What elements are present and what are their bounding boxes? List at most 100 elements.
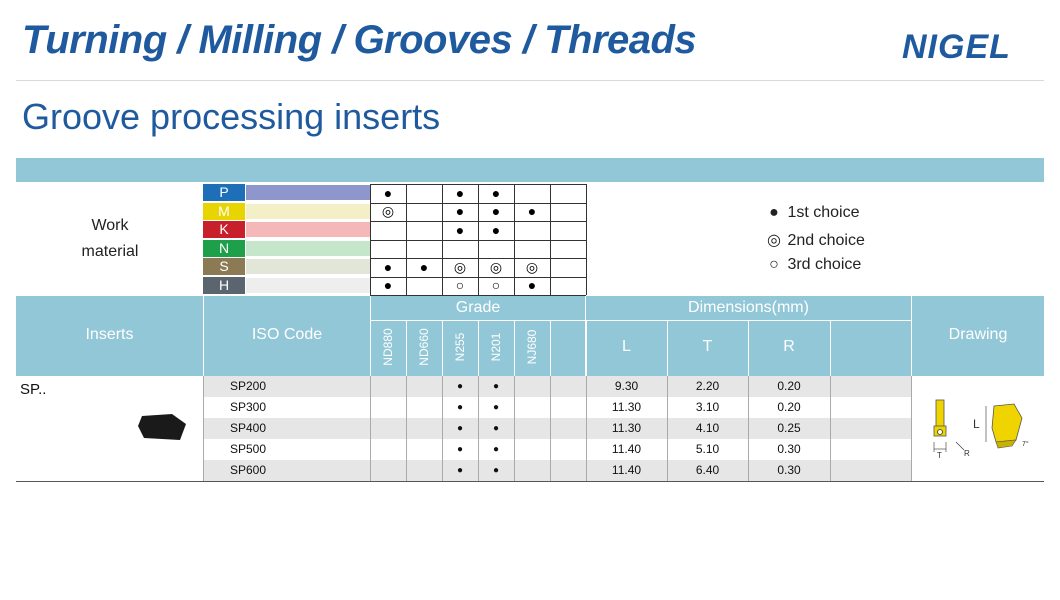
header-divider-line — [371, 320, 911, 321]
header-divider-line — [830, 320, 831, 376]
table-grid-line — [406, 376, 407, 481]
grade-mark-cell — [370, 418, 406, 439]
grade-mark-cell — [370, 376, 406, 397]
grade-header-nd660: ND660 — [417, 328, 431, 366]
material-mark: ● — [527, 203, 537, 219]
material-letter: N — [203, 239, 245, 257]
legend-item-2nd: ◎ 2nd choice — [765, 230, 865, 250]
col-header-dimensions: Dimensions(mm) — [688, 299, 809, 316]
grade-mark-cell — [406, 397, 442, 418]
header-divider-line — [667, 320, 668, 376]
table-grid-line — [911, 376, 912, 481]
dim-cell-r: 0.20 — [777, 400, 801, 414]
table-grid-line — [550, 376, 551, 481]
grade-header-n255: N255 — [453, 332, 467, 362]
material-letter: P — [203, 184, 245, 201]
col-header-grade: Grade — [455, 299, 501, 316]
table-grid-line — [478, 376, 479, 481]
grade-mark-cell — [370, 439, 406, 460]
material-mark: ◎ — [525, 258, 539, 275]
work-material-label-line1: Work — [91, 217, 129, 234]
legend-item-1st: ● 1st choice — [765, 204, 860, 222]
insert-family-label: SP.. — [20, 381, 47, 398]
table-grid-line — [586, 376, 587, 481]
material-mark: ● — [419, 258, 429, 275]
grade-mark-cell — [514, 397, 550, 418]
header-divider-line — [550, 320, 551, 376]
grade-mark-cell — [514, 418, 550, 439]
material-mark: ○ — [491, 277, 501, 293]
table-row: SP300 ● ● 11.30 3.10 0.20 — [203, 397, 911, 418]
dim-header-r: R — [783, 338, 795, 355]
material-color-bar — [246, 259, 370, 274]
dim-cell-t: 5.10 — [695, 442, 720, 456]
grade-mark-cell — [406, 439, 442, 460]
grade-mark-cell — [370, 397, 406, 418]
dim-cell-t: 3.10 — [695, 400, 720, 414]
table-row: SP400 ● ● 11.30 4.10 0.25 — [203, 418, 911, 439]
header-divider-line — [370, 296, 371, 376]
material-mark: ● — [383, 258, 393, 275]
legend-label: 2nd choice — [787, 232, 865, 249]
dim-cell-l: 11.30 — [611, 400, 642, 414]
dim-cell-r: 0.25 — [777, 421, 801, 435]
matrix-grid-line — [370, 184, 371, 295]
dim-cell-l: 11.30 — [611, 421, 642, 435]
work-material-label-line2: material — [81, 243, 139, 260]
matrix-grid-line — [442, 184, 443, 295]
grade-mark-cell — [550, 460, 586, 481]
table-row: SP600 ● ● 11.40 6.40 0.30 — [203, 460, 911, 481]
header-divider-line — [406, 320, 407, 376]
grade-mark-cell — [550, 418, 586, 439]
material-row-p: P — [203, 184, 370, 201]
grade-header-nd880: ND880 — [381, 328, 395, 366]
material-letter: H — [203, 276, 245, 294]
material-mark: ● — [383, 184, 393, 201]
iso-code-cell: SP500 — [229, 442, 267, 456]
legend-item-3rd: ○ 3rd choice — [765, 256, 861, 274]
material-color-bar — [246, 222, 370, 237]
material-color-bar — [246, 203, 370, 219]
col-header-iso-code: ISO Code — [251, 326, 323, 343]
grade-mark-cell — [406, 376, 442, 397]
insert-image — [138, 414, 186, 440]
material-mark: ◎ — [381, 203, 395, 219]
grade-mark-cell — [550, 439, 586, 460]
legend-label: 1st choice — [787, 204, 860, 221]
material-mark: ◎ — [489, 258, 503, 275]
grade-mark-cell: ● — [492, 444, 500, 455]
drawing-label-angle: 7° — [1022, 440, 1029, 448]
iso-code-cell: SP400 — [229, 421, 267, 435]
grade-mark-cell: ● — [456, 444, 464, 455]
material-letter: M — [203, 202, 245, 220]
iso-code-cell: SP200 — [229, 379, 267, 393]
table-top-band — [16, 158, 1044, 182]
matrix-grid-line — [370, 295, 586, 296]
material-mark: ● — [455, 221, 465, 238]
material-row-n: N — [203, 239, 370, 257]
header-divider — [16, 80, 1044, 81]
grade-header-n201: N201 — [489, 332, 503, 362]
material-mark: ● — [527, 277, 537, 293]
grade-mark-cell: ● — [492, 402, 500, 413]
header-divider-line — [203, 296, 204, 376]
table-row: SP500 ● ● 11.40 5.10 0.30 — [203, 439, 911, 460]
dim-header-t: T — [702, 338, 713, 355]
drawing-label-l: L — [973, 417, 980, 431]
dim-cell-r: 0.30 — [777, 463, 801, 477]
material-row-k: K — [203, 221, 370, 238]
dim-header-l: L — [622, 338, 631, 355]
material-mark: ● — [455, 184, 465, 201]
header-divider-line — [586, 320, 587, 376]
material-mark: ● — [491, 221, 501, 238]
matrix-grid-line — [406, 184, 407, 295]
material-mark: ○ — [455, 277, 465, 293]
grade-mark-cell — [514, 376, 550, 397]
material-row-m: M — [203, 202, 370, 220]
dim-cell-r: 0.30 — [777, 442, 801, 456]
grade-mark-cell — [406, 460, 442, 481]
grade-mark-cell — [370, 460, 406, 481]
table-header: Inserts ISO Code Grade Dimensions(mm) Dr… — [16, 296, 1044, 376]
material-row-h: H — [203, 276, 370, 294]
page-header-title: Turning / Milling / Grooves / Threads — [22, 18, 697, 62]
